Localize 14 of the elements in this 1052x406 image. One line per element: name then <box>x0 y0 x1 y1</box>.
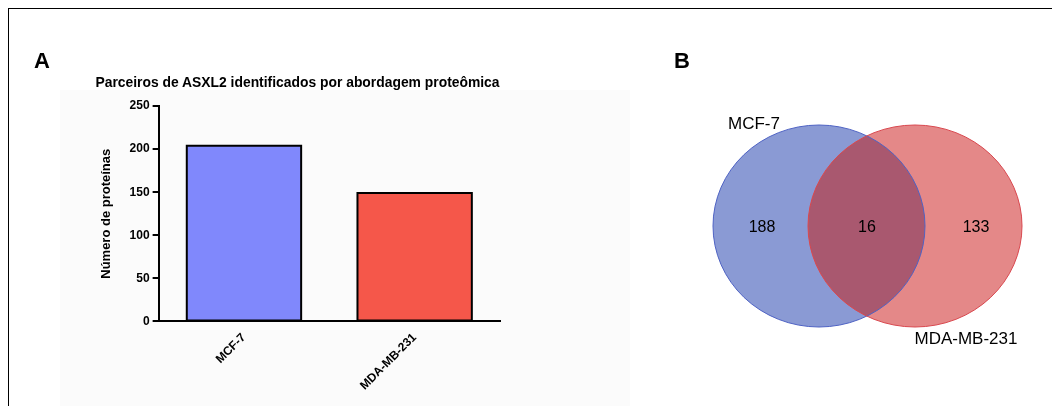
y-tick-label: 100 <box>129 227 150 242</box>
y-tick-label: 50 <box>136 270 150 285</box>
data-label: 16 <box>858 218 876 235</box>
y-tick-label: 200 <box>129 141 150 156</box>
y-tick-label: 250 <box>129 98 150 113</box>
chart-title: Parceiros de ASXL2 identificados por abordagem proteômica <box>95 73 501 91</box>
category-label: MCF-7 <box>728 114 780 133</box>
y-tick-label: 0 <box>142 313 150 328</box>
y-tick-label: 150 <box>129 184 150 199</box>
data-label: 133 <box>962 218 990 235</box>
y-axis-title: Número de proteínas <box>98 148 114 279</box>
text: B <box>674 48 690 73</box>
data-label: 188 <box>748 218 776 235</box>
text: A <box>34 48 50 73</box>
